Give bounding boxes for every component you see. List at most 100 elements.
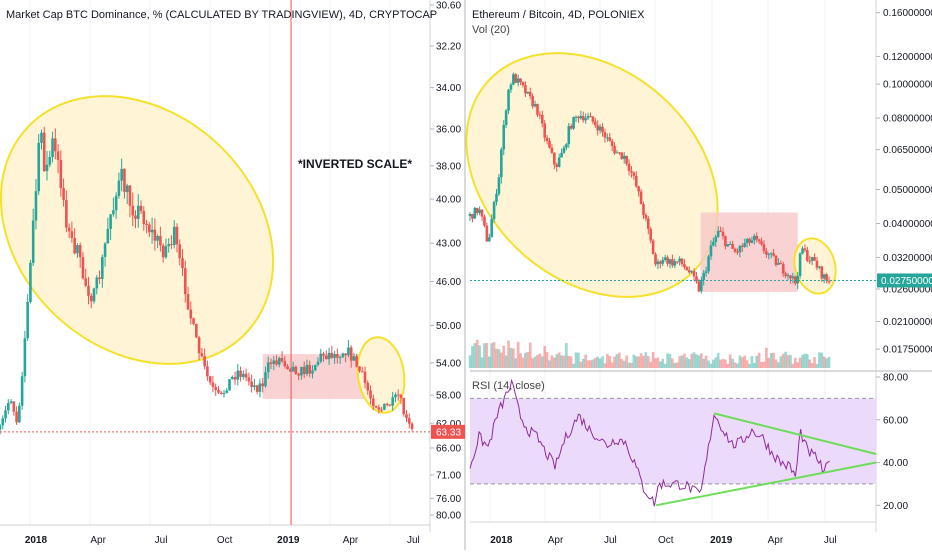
right-volume-bar (606, 353, 609, 368)
right-volume-bar (553, 357, 556, 368)
left-candle (175, 226, 179, 245)
left-candle (183, 268, 187, 295)
right-candle (784, 273, 787, 276)
right-chart-volume-label: Vol (20) (472, 24, 510, 36)
right-candle (815, 260, 819, 268)
left-candle (300, 366, 303, 376)
right-volume-bar (712, 359, 715, 368)
right-candle (750, 240, 754, 243)
right-volume-bar (675, 362, 679, 368)
left-candle (134, 215, 137, 219)
left-candle (23, 338, 27, 377)
left-candle (128, 185, 132, 206)
right-candle (471, 214, 474, 219)
left-candle (156, 235, 159, 241)
left-x-tick-label: Apr (343, 535, 359, 546)
right-candle (589, 116, 592, 118)
right-candle (772, 253, 775, 256)
right-candle (487, 237, 491, 242)
left-candle (283, 361, 287, 367)
right-candle (654, 254, 657, 265)
left-candle (59, 159, 63, 189)
right-candle (661, 259, 665, 264)
right-volume-bar (627, 362, 631, 368)
right-y-tick-label: 0.02600000 (883, 284, 932, 295)
right-volume-bar (649, 361, 653, 368)
right-volume-bar (659, 361, 662, 368)
right-volume-bar (716, 352, 720, 368)
right-volume-bar (709, 363, 713, 368)
left-candle (302, 366, 306, 374)
right-volume-bar (695, 354, 698, 368)
right-candle (712, 241, 715, 246)
inverted-scale-annotation: *INVERTED SCALE* (298, 157, 413, 171)
left-candle (67, 227, 71, 232)
right-volume-bar (806, 353, 809, 368)
right-candle (666, 257, 669, 264)
left-candle (344, 353, 347, 356)
left-candle (383, 403, 386, 410)
left-candle (349, 347, 353, 361)
left-candle (294, 366, 298, 374)
right-downtrend-ellipse (465, 52, 719, 298)
right-candle (827, 280, 831, 283)
right-range-box (700, 212, 798, 292)
right-volume-bar (755, 355, 759, 368)
right-volume-bar (813, 357, 816, 368)
right-volume-bar (495, 348, 498, 368)
left-candle (195, 323, 198, 338)
right-candle (478, 209, 481, 213)
right-volume-bar (584, 354, 587, 368)
right-volume-bar (615, 354, 619, 368)
right-candle (695, 276, 698, 282)
right-candle (639, 191, 643, 205)
right-candle (538, 114, 542, 116)
right-volume-bar (663, 363, 667, 368)
right-candle (627, 163, 631, 171)
right-volume-bar (637, 356, 640, 368)
right-candle (516, 78, 520, 83)
right-candle (475, 207, 479, 213)
right-volume-bar (540, 356, 544, 368)
left-candle (399, 394, 403, 398)
left-candle (92, 288, 96, 302)
left-y-tick-label: 34.00 (436, 83, 461, 94)
left-candle (372, 398, 375, 406)
right-volume-bar (796, 362, 799, 368)
left-candle (131, 205, 135, 216)
right-candle (615, 152, 619, 154)
right-candle (550, 147, 554, 153)
left-candle (327, 352, 331, 360)
right-volume-bar (769, 352, 773, 368)
left-candle (103, 243, 107, 257)
right-candle (606, 137, 609, 139)
left-candle (352, 356, 356, 361)
right-y-tick-label: 0.03200000 (883, 253, 932, 264)
left-candle (153, 229, 157, 241)
left-candle (120, 168, 123, 181)
right-candle (586, 116, 590, 119)
right-candle (562, 147, 566, 153)
left-candle (396, 394, 400, 396)
right-volume-bar (666, 353, 669, 368)
right-candle (613, 146, 616, 154)
right-candle (789, 275, 792, 279)
right-volume-bar (487, 356, 491, 368)
right-volume-bar (555, 354, 559, 368)
right-volume-bar (668, 353, 672, 368)
right-volume-bar (724, 359, 727, 368)
right-volume-bar (700, 353, 703, 368)
right-volume-bar (743, 355, 746, 368)
left-candle (336, 354, 339, 358)
right-volume-bar (509, 347, 513, 368)
right-candle (526, 91, 530, 94)
left-candle (405, 414, 408, 419)
right-candle (601, 126, 604, 133)
right-candle (716, 230, 720, 237)
right-candle (649, 228, 653, 241)
left-candle (62, 188, 65, 201)
right-volume-bar (543, 346, 546, 368)
right-candle (618, 152, 621, 154)
left-candle (0, 425, 2, 430)
